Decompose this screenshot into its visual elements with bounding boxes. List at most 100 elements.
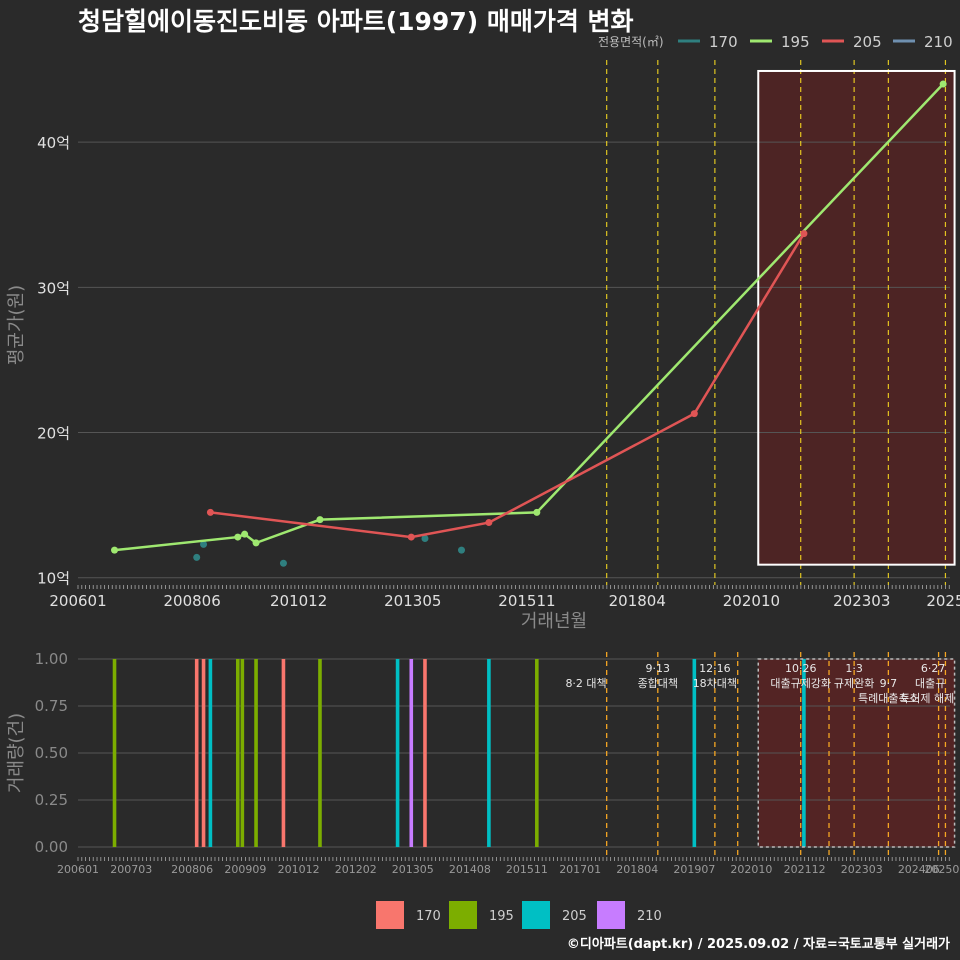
policy-label: 1·3 [845,662,863,675]
volume-bar-195 [112,659,117,847]
volume-bar-195 [318,659,322,847]
data-point-205 [206,508,214,516]
volume-bar-205 [395,659,400,847]
top-legend: 전용면적(㎡) 170 195 205 210 [598,33,953,51]
x-tick-label-bottom: 201511 [506,863,548,876]
legend-label-195: 195 [781,33,810,51]
data-point-170 [421,535,429,543]
data-point-195 [533,508,541,516]
volume-bar-170 [194,659,199,847]
data-point-205 [800,230,808,238]
y-tick-label-bottom: 0.75 [35,697,68,715]
volume-bar-195 [240,659,245,847]
bottom-legend-swatch-210 [597,901,625,929]
volume-bar-170 [201,659,206,847]
data-point-205 [690,410,698,418]
price-panel: 10억 20억 30억 40억 200601 200806 201012 201305 2015… [6,60,960,632]
data-point-195 [111,546,119,554]
y-tick-label: 30억 [37,279,70,297]
y-tick-label-bottom: 0.25 [35,791,68,809]
data-point-195 [316,516,324,524]
policy-label: 6·27 [921,662,946,675]
policy-label: 대출규제강화 [770,677,831,690]
highlight-frame [757,69,956,566]
policy-label: 규제완화 [834,677,874,690]
x-tick-label: 202010 [723,592,780,610]
volume-bar-195 [235,659,240,847]
volume-bar-170 [281,659,286,847]
bottom-legend: 170 195 205 210 [376,901,662,929]
x-tick-label-bottom: 202406 [898,863,940,876]
x-tick-label: 201012 [270,592,327,610]
policy-label: 8·2 대책 [565,677,606,690]
x-tick-label: 201804 [609,592,666,610]
policy-label: 18차대책 [693,677,737,690]
x-tick-label-bottom: 201701 [559,863,601,876]
x-tick-label: 201305 [384,592,441,610]
x-tick-label-bottom: 202509 [924,863,960,876]
bottom-legend-swatch-205 [522,901,550,929]
volume-bar-195 [535,659,539,847]
x-tick-label: 2025 [926,592,960,610]
data-point-195 [241,530,249,538]
data-point-195 [252,539,260,547]
x-tick-label-bottom: 201907 [673,863,715,876]
bottom-legend-label-170: 170 [416,909,441,924]
policy-label: 12·16 [699,662,731,675]
x-tick-label-bottom: 201804 [616,863,658,876]
y-tick-label-bottom: 0.00 [35,838,68,856]
bottom-legend-label-205: 205 [562,909,587,924]
highlight-region [758,70,955,565]
bottom-legend-label-210: 210 [637,909,662,924]
policy-label: 특례대출축소 [858,692,919,705]
y-tick-label: 10억 [37,570,70,588]
data-point-205 [485,519,493,527]
x-tick-label-bottom: 202303 [841,863,883,876]
chart-title: 청담힐에이동진도비동 아파트(1997) 매매가격 변화 [78,7,634,36]
credit-text: ©디아파트(dapt.kr) / 2025.09.02 / 자료=국토교통부 실… [567,936,950,952]
x-tick-label: 200601 [49,592,106,610]
bottom-legend-swatch-170 [376,901,404,929]
policy-label: 9·13 [646,662,671,675]
x-tick-label-bottom: 200703 [110,863,152,876]
x-tick-label: 200806 [164,592,221,610]
x-tick-label-bottom: 202010 [730,863,772,876]
legend-label-170: 170 [709,33,738,51]
x-tick-label-bottom: 201305 [392,863,434,876]
x-tick-label-bottom: 201202 [335,863,377,876]
y-tick-label-bottom: 0.50 [35,744,68,762]
volume-panel: 0.00 0.25 0.50 0.75 1.00 200601 200703 200806 20… [6,650,960,876]
legend-label-210: 210 [924,33,953,51]
x-tick-label-bottom: 200601 [57,863,99,876]
volume-bar-210 [409,659,414,847]
data-point-195 [234,533,242,541]
volume-bar-205 [692,659,697,847]
volume-bar-170 [423,659,427,847]
x-tick-label: 201511 [498,592,555,610]
volume-bar-195 [254,659,258,847]
legend-label-205: 205 [853,33,882,51]
x-tick-label-bottom: 200909 [224,863,266,876]
x-tick-label: 202303 [833,592,890,610]
policy-label: 9·7 [880,677,898,690]
data-point-170 [279,559,287,567]
bottom-legend-label-195: 195 [489,909,514,924]
volume-bar-205 [208,659,213,847]
data-point-195 [939,80,947,88]
x-tick-label-bottom: 201408 [449,863,491,876]
volume-bar-205 [802,659,806,847]
y-axis-title-bottom: 거래량(건) [6,713,27,793]
data-point-205 [407,533,415,541]
x-axis-title: 거래년월 [521,611,587,632]
data-point-170 [200,540,208,548]
volume-bar-205 [487,659,491,847]
data-point-170 [193,553,201,561]
policy-label: 10·26 [785,662,817,675]
y-tick-label: 40억 [37,134,70,152]
legend-title: 전용면적(㎡) [598,35,664,49]
data-point-170 [457,546,465,554]
x-tick-label-bottom: 201012 [278,863,320,876]
x-tick-label-bottom: 200806 [171,863,213,876]
highlight-frame-bottom [757,658,956,848]
